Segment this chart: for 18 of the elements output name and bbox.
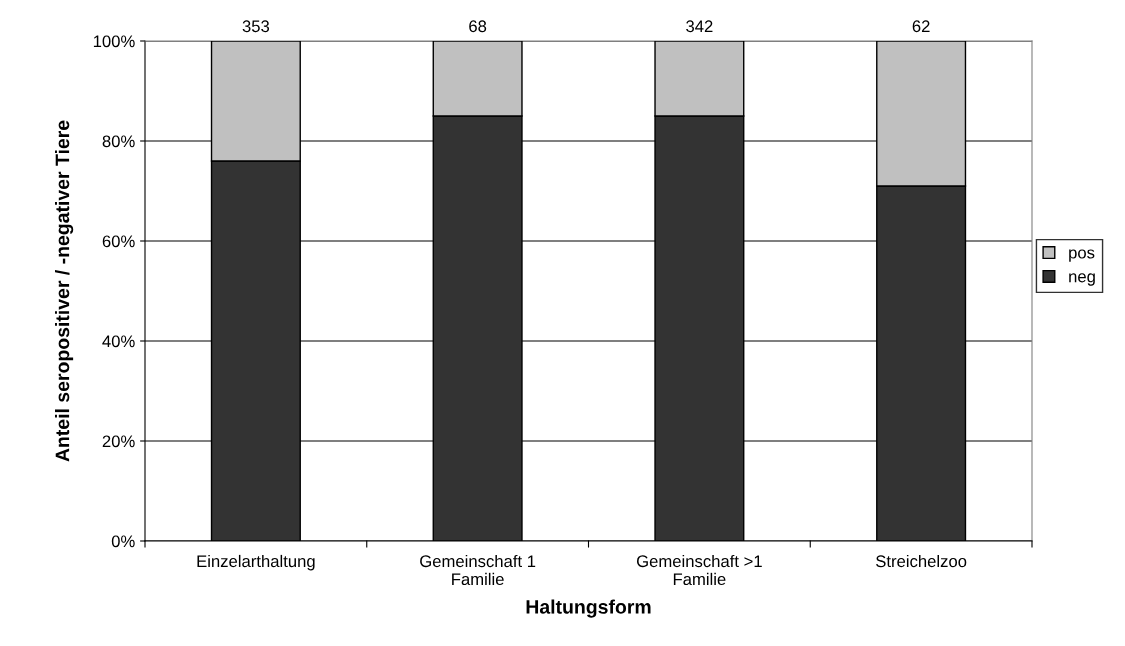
annotation: 342 (686, 20, 713, 33)
x-tick-label: Gemeinschaft >1 Familie (636, 554, 762, 586)
y-tick-label: 0% (111, 535, 135, 548)
y-tick-label: 100% (93, 35, 135, 48)
y-tick-label: 60% (102, 235, 135, 248)
x-tick-label: Gemeinschaft 1 Familie (420, 554, 536, 586)
y-tick-label: 40% (102, 335, 135, 348)
y-tick-label: 80% (102, 135, 135, 148)
y-tick-label: 20% (102, 435, 135, 448)
annotation: 353 (242, 20, 270, 33)
x-tick-label: Streichelzoo (876, 554, 967, 568)
legend-label: pos (1069, 249, 1095, 262)
legend-label: neg (1069, 273, 1095, 286)
x-tick-label: Einzelarthaltung (197, 554, 315, 571)
annotation: 68 (469, 20, 487, 33)
x-axis-title: Haltungsform (526, 599, 651, 618)
y-axis-title: Anteil seropositiver / -negativer Tiere (55, 120, 74, 462)
annotation: 62 (912, 20, 930, 33)
